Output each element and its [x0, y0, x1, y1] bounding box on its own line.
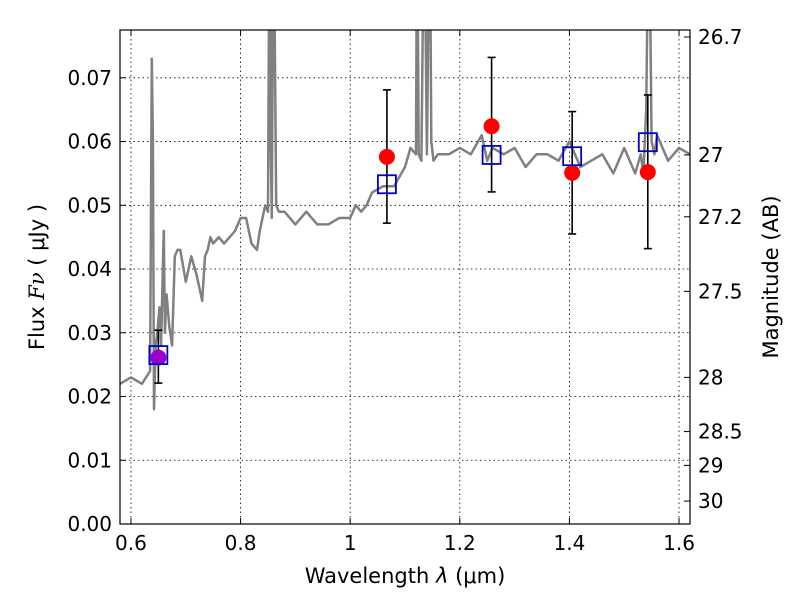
y-tick-label: 0.06	[67, 130, 112, 154]
observed-point	[564, 164, 581, 181]
x-tick-label: 1.6	[663, 531, 695, 555]
axis-ticks: 0.6 0.8 1 1.2 1.4 1.6 0.00 0.01 0.02 0.03 0.04 0.05…	[67, 25, 742, 555]
y-tick-label: 0.04	[67, 257, 112, 281]
model-photometry-box	[481, 145, 502, 165]
y2-tick-label: 26.7	[698, 25, 743, 49]
observed-point	[483, 118, 500, 135]
x-tick-label: 1.4	[554, 531, 586, 555]
y-tick-label: 0.00	[67, 512, 112, 536]
model-spectrum-line	[120, 30, 690, 411]
plot-area	[120, 30, 690, 411]
y-tick-label: 0.01	[67, 448, 112, 472]
y-tick-label: 0.05	[67, 193, 112, 217]
y2-axis-label: Magnitude (AB)	[759, 195, 783, 358]
y-tick-label: 0.03	[67, 321, 112, 345]
y2-tick-label: 28.5	[698, 420, 743, 444]
y2-tick-label: 29	[698, 453, 723, 477]
x-tick-label: 1	[344, 531, 357, 555]
model-photometry-box	[562, 146, 583, 167]
model-photometry-box	[377, 174, 397, 195]
observed-point	[150, 349, 167, 366]
grid-lines	[120, 30, 690, 525]
observed-point	[639, 164, 656, 181]
observed-point	[378, 148, 395, 165]
y-tick-label: 0.07	[67, 66, 112, 90]
y2-tick-label: 27	[698, 143, 723, 167]
x-axis-label: Wavelength λ (μm)	[305, 564, 506, 588]
y-axis-label: Flux Fν ( μJy )	[25, 204, 49, 350]
plot-frame	[119, 29, 691, 525]
model-photometry-box	[148, 345, 169, 365]
x-tick-label: 0.6	[115, 531, 147, 555]
x-tick-label: 1.2	[444, 531, 476, 555]
y-tick-label: 0.02	[67, 385, 112, 409]
y2-tick-label: 28	[698, 365, 723, 389]
y2-tick-label: 27.5	[698, 279, 743, 303]
x-tick-label: 0.8	[225, 531, 257, 555]
y2-tick-label: 30	[698, 489, 723, 513]
model-photometry-box	[637, 132, 658, 153]
y2-tick-label: 27.2	[698, 205, 743, 229]
